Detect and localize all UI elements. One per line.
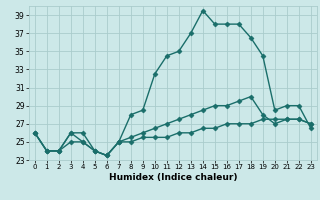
- X-axis label: Humidex (Indice chaleur): Humidex (Indice chaleur): [108, 173, 237, 182]
